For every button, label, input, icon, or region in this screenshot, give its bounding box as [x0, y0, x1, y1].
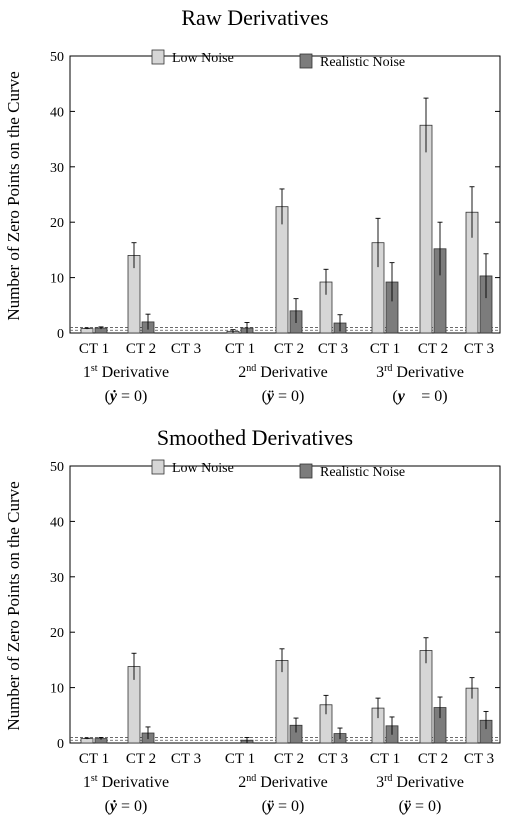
x-tick-label: CT 3: [318, 751, 348, 767]
y-tick-label: 0: [57, 737, 64, 752]
x-tick-label: CT 3: [318, 341, 348, 357]
group-ordinal-number: 3: [376, 364, 384, 381]
bar-low-noise: [419, 124, 433, 334]
y-tick-label: 10: [50, 272, 64, 287]
condition-equation: = 0): [117, 798, 147, 815]
x-tick-label: CT 3: [171, 341, 201, 357]
group-ordinal-suffix: nd: [246, 363, 256, 374]
chart-title: Smoothed Derivatives: [157, 425, 353, 450]
x-tick-label: CT 1: [370, 751, 400, 767]
condition-open-paren: (: [105, 798, 110, 815]
condition-open-paren: (: [399, 798, 404, 815]
condition-variable: y⃛: [396, 388, 418, 405]
group-label: 3rd Derivative: [376, 773, 464, 791]
group-main-label: Derivative: [256, 774, 328, 791]
condition-equation: = 0): [274, 798, 304, 815]
condition-open-paren: (: [105, 388, 110, 405]
condition-equation: = 0): [117, 388, 147, 405]
x-tick-label: CT 2: [126, 751, 156, 767]
condition-open-paren: (: [262, 388, 267, 405]
group-ordinal-number: 1: [83, 774, 91, 791]
chart-panel-1: Raw Derivatives Number of Zero Points on …: [4, 5, 501, 405]
condition-open-paren: (: [392, 388, 397, 405]
x-tick-label: CT 2: [126, 341, 156, 357]
group-ordinal-number: 2: [238, 774, 246, 791]
group-main-label: Derivative: [98, 364, 170, 381]
x-tick-label: CT 1: [225, 751, 255, 767]
y-tick-label: 40: [50, 105, 64, 120]
group-condition: (ẏ = 0): [105, 798, 148, 815]
group-ordinal-number: 3: [376, 774, 384, 791]
x-tick-label: CT 2: [418, 341, 448, 357]
legend-label: Realistic Noise: [320, 55, 405, 70]
x-tick-label: CT 2: [274, 751, 304, 767]
group-label: 1st Derivative: [83, 363, 169, 381]
group-condition: (ÿ = 0): [262, 798, 305, 815]
bar-low-noise: [80, 738, 94, 744]
condition-variable: ÿ: [402, 798, 412, 815]
condition-variable: ẏ: [108, 798, 118, 815]
group-condition: (ÿ = 0): [399, 798, 442, 815]
group-main-label: Derivative: [98, 774, 170, 791]
bar-low-noise: [80, 328, 94, 334]
group-main-label: Derivative: [256, 364, 328, 381]
legend-swatch: [299, 53, 313, 69]
group-ordinal-number: 2: [238, 364, 246, 381]
y-tick-label: 10: [50, 682, 64, 697]
y-tick-label: 30: [50, 161, 64, 176]
x-tick-label: CT 3: [171, 751, 201, 767]
x-tick-label: CT 1: [79, 751, 109, 767]
x-tick-label: CT 1: [370, 341, 400, 357]
x-tick-label: CT 1: [225, 341, 255, 357]
x-tick-label: CT 2: [274, 341, 304, 357]
legend-swatch: [151, 459, 165, 475]
condition-variable: ÿ: [265, 798, 275, 815]
group-main-label: Derivative: [392, 774, 464, 791]
legend-swatch: [299, 463, 313, 479]
chart-panel-2: Smoothed Derivatives Number of Zero Point…: [4, 425, 501, 815]
condition-variable: ÿ: [265, 388, 275, 405]
group-label: 3rd Derivative: [376, 363, 464, 381]
condition-equation: = 0): [411, 798, 441, 815]
y-tick-label: 20: [50, 216, 64, 231]
x-tick-label: CT 2: [418, 751, 448, 767]
condition-equation: = 0): [417, 388, 447, 405]
y-tick-label: 50: [50, 460, 64, 475]
y-tick-label: 0: [57, 327, 64, 342]
bar-low-noise: [419, 650, 433, 744]
y-axis-label: Number of Zero Points on the Curve: [4, 481, 23, 730]
group-condition: (y⃛ = 0): [392, 388, 447, 405]
group-condition: (ÿ = 0): [262, 388, 305, 405]
group-label: 2nd Derivative: [238, 363, 328, 381]
group-ordinal-number: 1: [83, 364, 91, 381]
bar-low-noise: [275, 660, 289, 744]
y-tick-label: 30: [50, 571, 64, 586]
group-ordinal-suffix: rd: [384, 363, 392, 374]
group-ordinal-suffix: st: [91, 773, 98, 784]
y-axis-label: Number of Zero Points on the Curve: [4, 71, 23, 320]
legend-swatch: [151, 49, 165, 65]
group-ordinal-suffix: rd: [384, 773, 392, 784]
x-tick-label: CT 3: [464, 751, 494, 767]
group-ordinal-suffix: nd: [246, 773, 256, 784]
legend-label: Realistic Noise: [320, 465, 405, 480]
group-condition: (ẏ = 0): [105, 388, 148, 405]
group-label: 2nd Derivative: [238, 773, 328, 791]
condition-equation: = 0): [274, 388, 304, 405]
group-label: 1st Derivative: [83, 773, 169, 791]
group-ordinal-suffix: st: [91, 363, 98, 374]
x-tick-label: CT 1: [79, 341, 109, 357]
y-tick-label: 50: [50, 50, 64, 65]
legend-label: Low Noise: [172, 461, 234, 476]
bar-low-noise: [275, 206, 289, 334]
condition-open-paren: (: [262, 798, 267, 815]
x-tick-label: CT 3: [464, 341, 494, 357]
legend-label: Low Noise: [172, 51, 234, 66]
y-tick-label: 20: [50, 626, 64, 641]
group-main-label: Derivative: [392, 364, 464, 381]
condition-variable: ẏ: [108, 388, 118, 405]
y-tick-label: 40: [50, 515, 64, 530]
chart-title: Raw Derivatives: [181, 5, 328, 30]
